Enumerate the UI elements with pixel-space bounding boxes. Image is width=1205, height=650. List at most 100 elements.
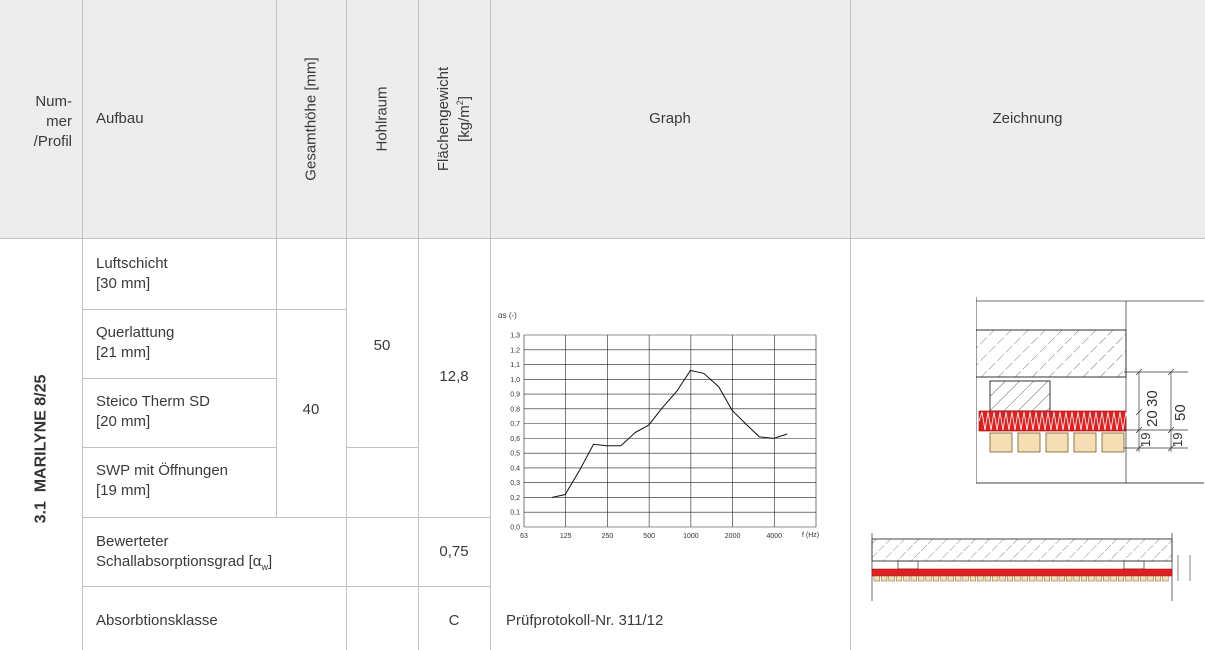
chart-y-tick-label: 0,2	[510, 495, 520, 502]
header-zeichnung-label: Zeichnung	[992, 110, 1063, 127]
mini-panel-block	[1021, 575, 1028, 582]
mini-panel-block	[1058, 575, 1065, 582]
grid-line	[82, 447, 276, 448]
chart-xlabel: f (Hz)	[802, 532, 819, 539]
chart-series-line	[551, 369, 788, 498]
dim-20: 20	[1144, 410, 1161, 427]
layer-row: Luftschicht [30 mm]	[96, 254, 168, 294]
header-hohlraum-label: Hohlraum	[373, 86, 391, 152]
chart-y-tick-label: 0,3	[510, 480, 520, 487]
chart-y-tick-label: 0,6	[510, 436, 520, 443]
mini-panel-block	[962, 575, 969, 582]
chart-y-tick-label: 0,1	[510, 510, 520, 517]
mini-panel-block	[873, 575, 880, 582]
panel-block	[1101, 432, 1125, 453]
header-flaechengewicht-line1: Flächengewicht	[435, 66, 452, 172]
dim-50: 50	[1172, 404, 1189, 421]
chart-y-tick-label: 0,0	[510, 525, 520, 532]
rating-value: 0,75	[439, 543, 469, 560]
mini-panel-block	[1006, 575, 1014, 582]
flaechengewicht-value: 12,8	[439, 368, 469, 385]
grid-line	[490, 0, 491, 650]
mini-panel-block	[918, 575, 925, 582]
pruefprotokoll: Prüfprotokoll-Nr. 311/12	[506, 612, 664, 629]
section-drawing: 30 20 50 19 19	[976, 297, 1204, 484]
layer-thickness: [30 mm]	[96, 275, 151, 292]
header-flaechengewicht: Flächengewicht [kg/m2]	[418, 0, 490, 238]
mini-panel-block	[1110, 575, 1117, 582]
mini-panel-block	[992, 575, 999, 582]
mini-panel-block	[1154, 575, 1162, 582]
header-aufbau-label: Aufbau	[96, 110, 144, 127]
grid-line	[82, 0, 83, 650]
profile-label: 3.1 MARILYNE 8/25	[33, 375, 50, 524]
hohlraum-value: 50	[373, 337, 391, 354]
gesamthoehe-value: 40	[302, 401, 320, 418]
mini-panel-block	[925, 575, 932, 582]
mini-panel-block	[1125, 575, 1132, 582]
mini-panel-block	[1029, 575, 1036, 582]
grid-line	[82, 309, 346, 310]
mini-panel-block	[955, 575, 962, 582]
mini-panel-block	[984, 575, 991, 582]
dim-19b: 19	[1170, 433, 1185, 447]
grid-line	[276, 238, 277, 517]
mini-panel-block	[1140, 575, 1147, 582]
layer-name: SWP mit Öffnungen	[96, 462, 229, 479]
chart-y-tick-label: 0,4	[510, 465, 520, 472]
header-nummer: Num- mer /Profil	[0, 0, 82, 238]
header-gesamthoehe: Gesamthöhe [mm]	[276, 0, 346, 238]
header-flaechengewicht-line2: [kg/m2]	[455, 96, 473, 142]
mini-panel-block	[1088, 575, 1095, 582]
rating-label-line2: Schallabsorptionsgrad [αw]	[96, 553, 273, 572]
layer-thickness: [21 mm]	[96, 344, 151, 361]
profile-number: 3.1	[32, 501, 50, 524]
mini-panel-block	[888, 575, 895, 582]
mini-panel-block	[1103, 575, 1110, 582]
mini-panel-block	[1095, 575, 1102, 582]
header-aufbau: Aufbau	[96, 0, 144, 238]
mini-panel-block	[969, 575, 977, 582]
mini-panel-block	[1147, 575, 1154, 582]
panel-block	[1045, 432, 1069, 453]
chart-y-tick-label: 1,1	[510, 362, 520, 369]
panel-block	[1017, 432, 1041, 453]
mini-panel-block	[947, 575, 954, 582]
grid-line	[82, 378, 276, 379]
chart-y-ticks: 0,0 0,1 0,2 0,3 0,4 0,5 0,6 0,7 0,8 0,9 1,0 1,1 1,2 1…	[510, 333, 520, 532]
mini-panel-block	[1014, 575, 1021, 582]
chart-x-ticks: 63 125 250 500 1000 2000 4000	[520, 533, 782, 540]
grid-line	[82, 517, 490, 518]
grid-line	[82, 586, 490, 587]
header-nummer-line3: /Profil	[33, 133, 72, 150]
mini-panel-block	[1117, 575, 1125, 582]
chart-x-tick-label: 63	[520, 533, 528, 540]
chart-y-tick-label: 0,7	[510, 421, 520, 428]
layer-name: Luftschicht	[96, 255, 168, 272]
chart-x-tick-label: 2000	[725, 533, 741, 540]
grid-line	[276, 0, 277, 238]
profile-name: MARILYNE 8/25	[32, 374, 50, 493]
mini-panel-block	[1051, 575, 1058, 582]
mini-panel-block	[977, 575, 984, 582]
header-graph: Graph	[490, 0, 850, 238]
grid-line	[346, 0, 347, 650]
chart-x-tick-label: 500	[643, 533, 655, 540]
mini-panel-block	[932, 575, 940, 582]
mini-panel-block	[881, 575, 888, 582]
mini-panel-block	[1132, 575, 1139, 582]
layer-thickness: [20 mm]	[96, 413, 151, 430]
rating-label-line1: Bewerteter	[96, 533, 169, 550]
chart-y-tick-label: 0,9	[510, 392, 520, 399]
mini-panel-block	[1066, 575, 1073, 582]
header-gesamthoehe-label: Gesamthöhe [mm]	[302, 57, 320, 181]
mini-panel-block	[1036, 575, 1043, 582]
chart-y-tick-label: 1,0	[510, 377, 520, 384]
grid-line	[418, 0, 419, 650]
absorption-chart: αs (-) 0,0 0,1 0,2 0,3 0,4 0,5 0,6 0,7 0,8 0,9 1,0…	[498, 311, 819, 540]
layer-row: Steico Therm SD [20 mm]	[96, 392, 210, 432]
klasse-label: Absorbtionsklasse	[96, 612, 218, 629]
header-hohlraum: Hohlraum	[346, 0, 418, 238]
chart-y-tick-label: 1,3	[510, 333, 520, 340]
chart-grid	[523, 334, 817, 528]
